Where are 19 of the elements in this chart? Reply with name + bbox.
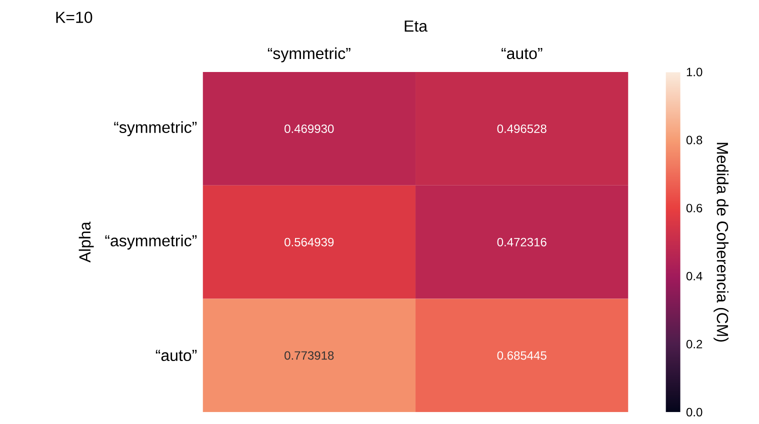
data-label: 0.496528	[497, 124, 546, 133]
data-label: 0.472316	[497, 238, 546, 246]
color-bar-label: 0.4	[686, 272, 702, 280]
data-label: 0.685445	[497, 351, 546, 360]
y-tick-label: “auto”	[156, 350, 197, 361]
color-bar-label: 0.6	[686, 204, 702, 212]
y-tick-label: “symmetric”	[114, 121, 197, 136]
color-bar-label: 0.2	[686, 340, 702, 348]
data-label: 0.469930	[284, 124, 334, 133]
color-bar-label: 0.8	[686, 136, 702, 144]
text: K=10	[56, 12, 92, 23]
color-bar-label: 0.0	[686, 408, 702, 416]
y-axis-title: Alpha	[78, 222, 94, 262]
color-bar-label: 1.0	[686, 68, 702, 76]
y-tick-label: “asymmetric”	[105, 234, 197, 250]
data-label: 0.773918	[284, 351, 334, 360]
x-axis-title: Eta	[404, 20, 428, 32]
data-label: 0.564939	[284, 238, 334, 246]
color-bar-title: Medida de Coherencia (CM)	[714, 142, 729, 342]
